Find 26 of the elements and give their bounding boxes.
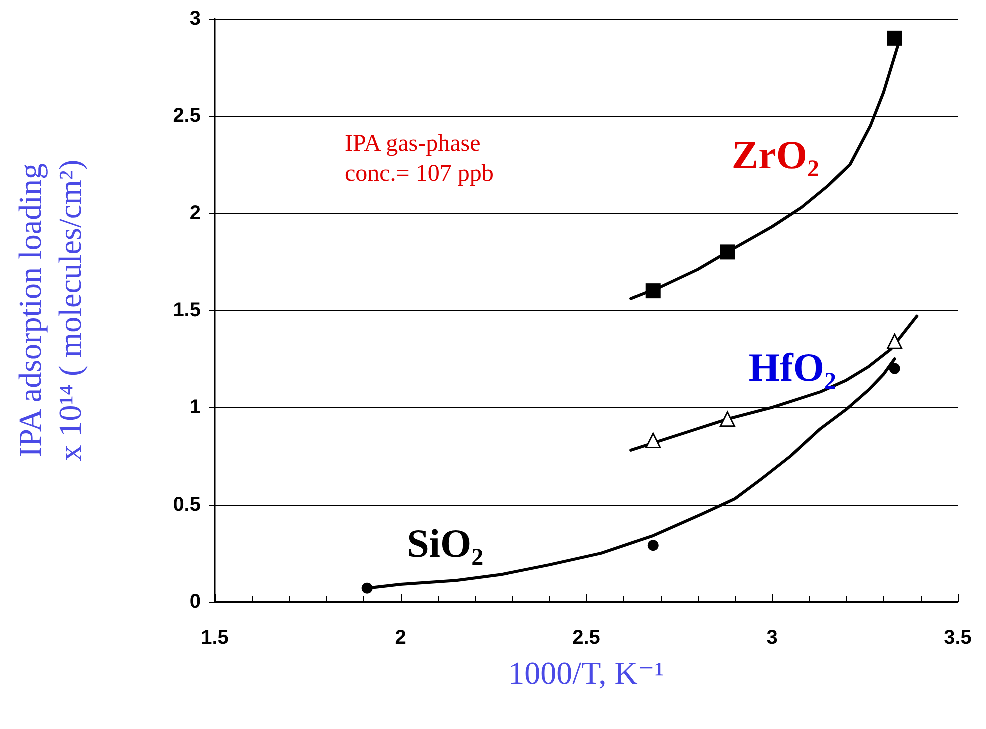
x-tick-label: 2.5 (572, 627, 600, 649)
y-tick-label: 1 (190, 396, 201, 419)
series-label: ZrO₂ (732, 132, 820, 178)
series-label: HfO₂ (748, 344, 836, 390)
point (362, 582, 373, 594)
point (887, 334, 903, 350)
point (646, 284, 661, 299)
point (889, 363, 900, 374)
series-label: SiO₂ (407, 521, 484, 566)
point (648, 540, 659, 552)
point (646, 432, 662, 448)
y-tick-label: 2 (190, 202, 201, 224)
x-axis-title: 1000/T, K⁻¹ (508, 655, 664, 691)
x-tick-label: 3.5 (944, 627, 972, 649)
y-tick-label: 2.5 (173, 105, 201, 128)
point (720, 244, 736, 260)
x-tick-label: 2 (395, 627, 406, 649)
y-tick-label: 3 (190, 8, 201, 30)
y-tick-label: 0.5 (173, 494, 201, 516)
y-axis-title: IPA adsorption loading x 10¹⁴ ( molecules/cm²) (12, 160, 88, 462)
annotation: IPA gas-phase conc.= 107 ppb (345, 131, 494, 187)
x-tick-label: 3 (766, 627, 778, 649)
point (720, 412, 736, 428)
y-tick-label: 0 (190, 591, 201, 613)
y-tick-label: 1.5 (173, 300, 201, 322)
point (887, 30, 902, 46)
